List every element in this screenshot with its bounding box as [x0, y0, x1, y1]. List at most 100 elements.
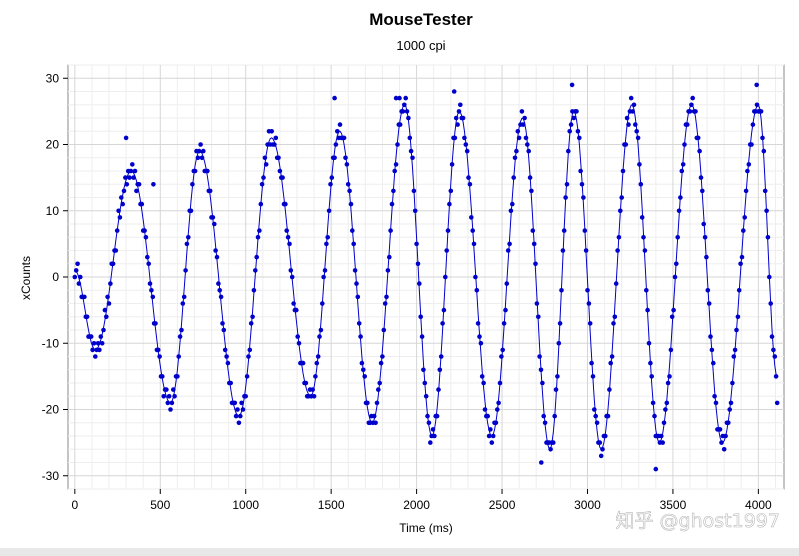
data-point: [750, 122, 756, 127]
data-point: [145, 254, 150, 260]
data-point: [481, 380, 486, 386]
data-point: [422, 380, 428, 386]
data-point: [73, 268, 79, 273]
data-point: [721, 447, 727, 452]
data-point: [474, 288, 480, 293]
data-point: [649, 374, 654, 379]
data-point: [578, 168, 583, 174]
data-point: [149, 288, 154, 293]
data-point: [243, 394, 248, 399]
data-point: [477, 334, 482, 339]
data-point: [774, 400, 780, 406]
x-tick-label: 3500: [660, 498, 687, 512]
data-point: [287, 241, 292, 247]
data-point: [495, 407, 500, 412]
data-point: [555, 374, 560, 379]
data-point: [711, 360, 716, 366]
data-point: [404, 109, 410, 114]
data-point: [708, 334, 713, 339]
data-point: [583, 248, 589, 253]
data-point: [196, 148, 202, 154]
data-point: [516, 135, 522, 141]
data-point: [552, 413, 557, 419]
data-point: [377, 380, 383, 386]
data-point: [381, 327, 387, 333]
data-point: [579, 182, 585, 187]
data-point: [440, 321, 445, 326]
data-point: [743, 188, 749, 194]
data-point: [123, 135, 129, 141]
data-point: [102, 307, 108, 313]
data-point: [184, 241, 190, 247]
data-point: [668, 347, 674, 353]
data-point: [277, 168, 283, 174]
data-point: [160, 374, 165, 379]
data-point: [283, 201, 288, 207]
y-tick-label: -10: [42, 336, 60, 350]
data-point: [569, 82, 575, 88]
data-point: [337, 122, 343, 127]
data-point: [296, 341, 302, 346]
data-point: [634, 129, 639, 134]
data-point: [225, 360, 231, 366]
data-point: [437, 367, 443, 373]
data-point: [741, 228, 746, 233]
data-point: [466, 175, 471, 180]
data-point: [712, 394, 717, 399]
data-point: [410, 155, 415, 161]
data-point: [388, 228, 393, 233]
data-point: [387, 254, 392, 260]
data-point: [760, 135, 765, 141]
data-point: [246, 354, 251, 359]
data-point: [607, 387, 612, 392]
data-point: [384, 294, 389, 300]
data-point: [389, 201, 395, 207]
data-point: [564, 182, 570, 187]
data-point: [114, 228, 120, 233]
data-point: [674, 261, 679, 267]
y-axis: -30 -20 -10 0 10 20 30: [42, 71, 68, 483]
data-point: [489, 440, 495, 445]
data-point: [704, 254, 709, 260]
data-point: [574, 109, 579, 114]
data-point: [402, 102, 407, 108]
data-point: [613, 281, 619, 286]
data-point: [616, 235, 622, 240]
data-point: [176, 354, 181, 359]
data-point: [155, 347, 161, 353]
data-point: [124, 182, 130, 187]
data-point: [700, 188, 705, 194]
data-point: [280, 175, 285, 180]
data-point: [350, 228, 355, 233]
data-point: [101, 327, 106, 333]
data-point: [742, 215, 747, 220]
data-point: [248, 321, 254, 326]
data-point: [432, 433, 437, 439]
data-point: [493, 420, 499, 426]
data-point: [347, 188, 352, 194]
data-point: [212, 221, 217, 227]
data-point: [515, 129, 521, 134]
data-point: [414, 241, 419, 247]
data-point: [314, 360, 320, 366]
data-point: [768, 301, 773, 306]
data-point: [482, 407, 488, 412]
data-point: [479, 374, 485, 379]
data-point: [575, 129, 581, 134]
data-point: [276, 155, 281, 161]
data-point: [147, 281, 153, 286]
data-point: [701, 221, 706, 227]
data-point: [645, 307, 650, 313]
data-point: [121, 188, 127, 194]
data-point: [262, 155, 268, 161]
data-point: [412, 208, 418, 214]
data-point: [511, 175, 516, 180]
data-point: [758, 109, 764, 114]
data-point: [425, 413, 430, 419]
data-point: [698, 175, 704, 180]
x-tick-label: 2000: [403, 498, 430, 512]
data-point: [95, 341, 101, 346]
data-point: [311, 394, 317, 399]
data-point: [469, 215, 474, 220]
data-point: [289, 274, 295, 280]
